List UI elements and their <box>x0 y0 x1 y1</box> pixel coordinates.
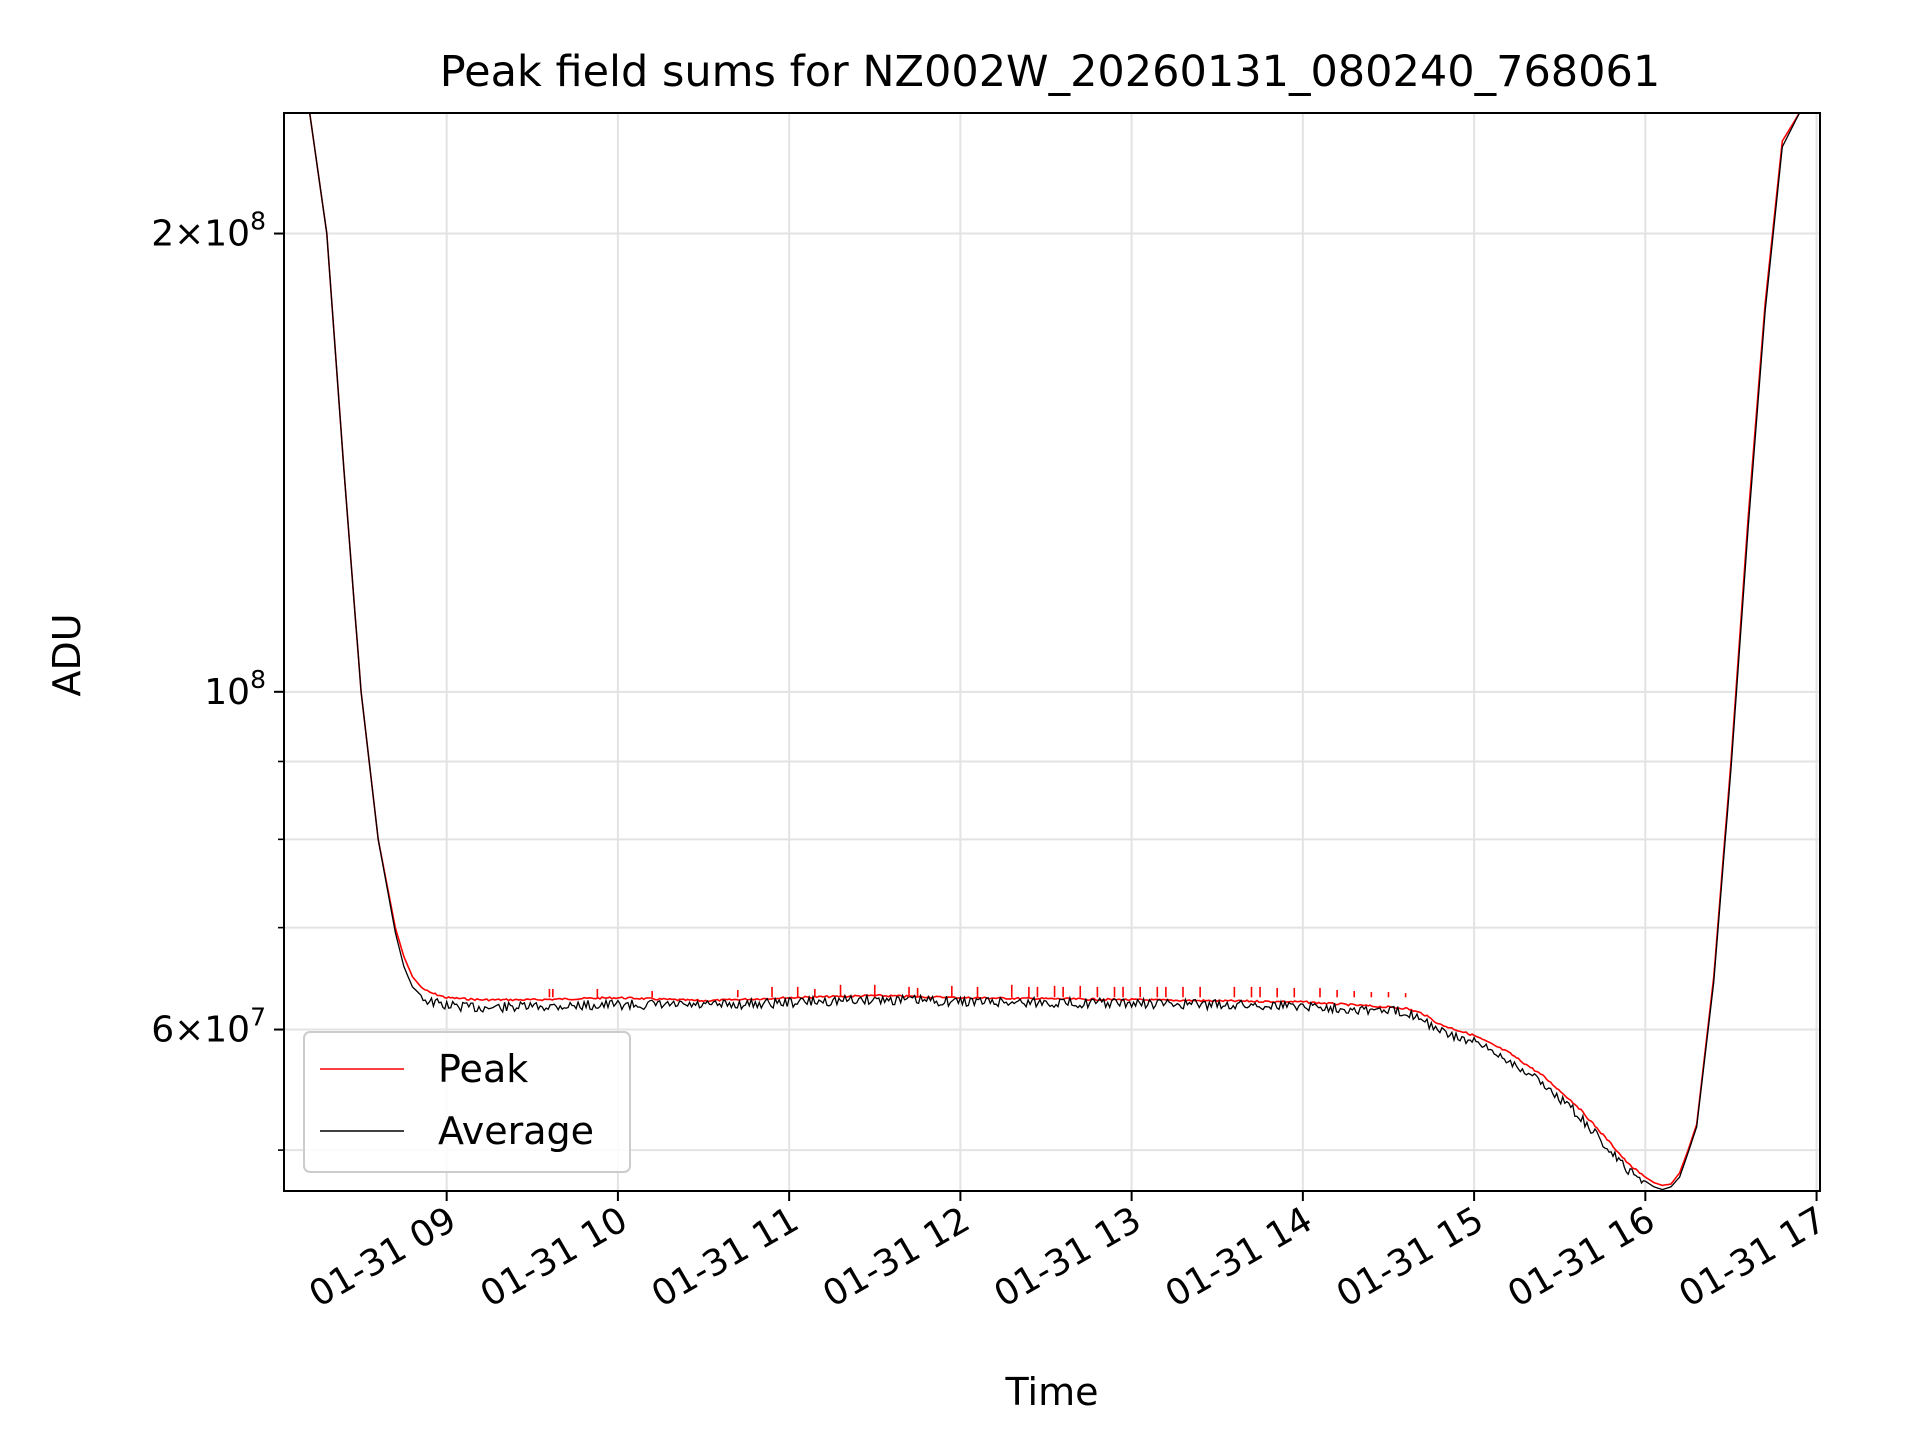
chart-title: Peak field sums for NZ002W_20260131_0802… <box>440 47 1661 97</box>
y-axis: 2×108 108 6×107 <box>151 207 284 1151</box>
y-tick-label: 2×108 <box>151 207 266 255</box>
x-axis-label: Time <box>1005 1370 1099 1414</box>
series-average-line <box>284 113 1820 1191</box>
grid <box>284 113 1820 1191</box>
y-tick-label: 6×107 <box>151 1003 266 1051</box>
legend-average-label: Average <box>438 1109 594 1153</box>
y-tick-label: 108 <box>204 665 266 713</box>
legend: Peak Average <box>303 1031 631 1173</box>
series-peak-line <box>284 113 1820 1187</box>
legend-peak-label: Peak <box>438 1047 528 1091</box>
plot-area <box>284 113 1820 1191</box>
plot-frame <box>283 112 1821 1192</box>
y-axis-label: ADU <box>45 613 89 696</box>
legend-box <box>303 1031 631 1173</box>
